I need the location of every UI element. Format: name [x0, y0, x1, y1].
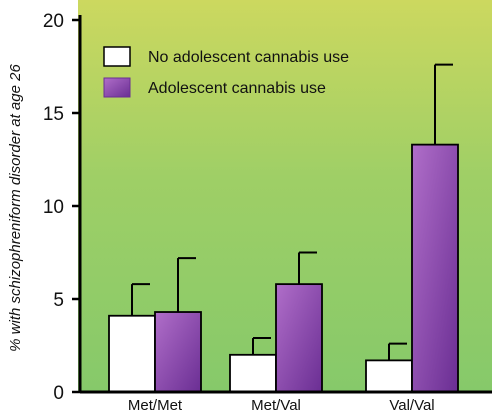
- y-tick-label: 10: [43, 197, 64, 218]
- legend-label-no-cannabis: No adolescent cannabis use: [148, 49, 349, 66]
- y-tick-label: 15: [43, 104, 64, 125]
- error-bars-layer: [131, 63, 453, 361]
- x-category-label: Met/Met: [128, 397, 183, 414]
- legend-swatch-cannabis: [103, 77, 131, 98]
- y-tick-label: 20: [43, 11, 64, 32]
- legend: No adolescent cannabis use Adolescent ca…: [103, 46, 349, 98]
- bar-no-cannabis-met-met: [108, 314, 156, 393]
- x-category-labels: Met/Met Met/Val Val/Val: [128, 397, 435, 414]
- x-category-label: Met/Val: [251, 397, 301, 414]
- bar-cannabis-val-val: [411, 143, 459, 393]
- bar-no-cannabis-met-val: [229, 353, 277, 393]
- bar-cannabis-met-val: [275, 283, 323, 393]
- y-ticks: 0 5 10 15 20: [43, 11, 80, 404]
- legend-label-cannabis: Adolescent cannabis use: [148, 80, 326, 97]
- x-category-label: Val/Val: [389, 397, 434, 414]
- bar-cannabis-met-met: [154, 311, 202, 393]
- legend-swatch-no-cannabis: [103, 46, 131, 67]
- y-axis-label: % with schizophreniform disorder at age …: [7, 64, 24, 352]
- y-tick-label: 0: [53, 383, 64, 404]
- bar-no-cannabis-val-val: [365, 359, 413, 393]
- bars-layer: [108, 143, 459, 393]
- y-tick-label: 5: [53, 290, 64, 311]
